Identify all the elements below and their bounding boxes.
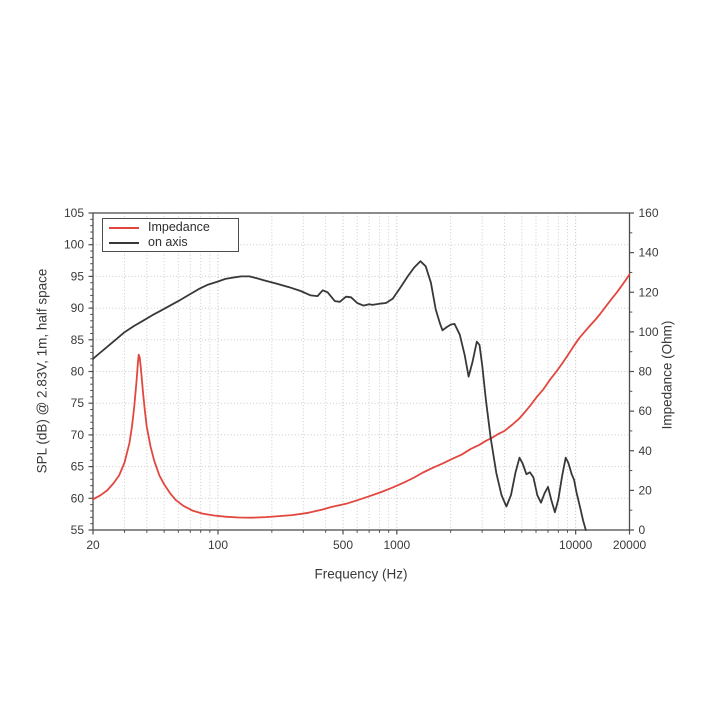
- y-left-tick-label: 65: [71, 460, 85, 474]
- x-tick-label: 1000: [383, 538, 410, 552]
- x-axis-title: Frequency (Hz): [314, 566, 408, 582]
- right-axis-title: Impedance (Ohm): [659, 320, 675, 430]
- impedance-curve: [92, 273, 631, 519]
- legend-label-impedance: Impedance: [148, 220, 210, 234]
- plot-border: [92, 212, 631, 531]
- plot-frame: [92, 212, 631, 531]
- y-right-tick-label: 40: [639, 444, 653, 458]
- left-axis-title: SPL (dB) @ 2.83V, 1m, half space: [34, 268, 50, 474]
- x-tick-label: 20: [86, 538, 100, 552]
- y-left-tick-label: 75: [71, 396, 85, 410]
- legend-item-impedance: Impedance: [109, 221, 232, 234]
- curves: [92, 260, 631, 531]
- gridlines: [93, 213, 630, 530]
- tick-labels: 20 100 500 1000 10000 20000556065707580859095…: [64, 206, 659, 552]
- y-right-tick-label: 140: [639, 246, 659, 260]
- y-left-tick-label: 70: [71, 428, 85, 442]
- impedance-line-swatch: [109, 226, 139, 229]
- legend-label-on-axis: on axis: [148, 235, 188, 249]
- x-tick-label: 500: [333, 538, 353, 552]
- y-right-tick-label: 0: [639, 523, 646, 537]
- on-axis-curve: [92, 260, 587, 531]
- y-left-tick-label: 105: [64, 206, 84, 220]
- y-right-tick-label: 20: [639, 483, 653, 497]
- x-tick-label: 100: [208, 538, 228, 552]
- axis-ticks: [88, 212, 634, 535]
- y-right-tick-label: 100: [639, 325, 659, 339]
- x-tick-label: 20000: [613, 538, 647, 552]
- y-right-tick-label: 120: [639, 285, 659, 299]
- y-left-tick-label: 95: [71, 269, 85, 283]
- y-right-tick-label: 60: [639, 404, 653, 418]
- y-left-tick-label: 55: [71, 523, 85, 537]
- y-left-tick-label: 90: [71, 301, 85, 315]
- y-right-tick-label: 80: [639, 365, 653, 379]
- on-axis-line-swatch: [109, 241, 139, 244]
- legend: Impedance on axis: [102, 218, 239, 252]
- x-tick-label: 10000: [559, 538, 593, 552]
- y-left-tick-label: 80: [71, 365, 85, 379]
- legend-item-on-axis: on axis: [109, 236, 232, 249]
- y-left-tick-label: 85: [71, 333, 85, 347]
- y-left-tick-label: 60: [71, 491, 85, 505]
- y-right-tick-label: 160: [639, 206, 659, 220]
- y-left-tick-label: 100: [64, 238, 84, 252]
